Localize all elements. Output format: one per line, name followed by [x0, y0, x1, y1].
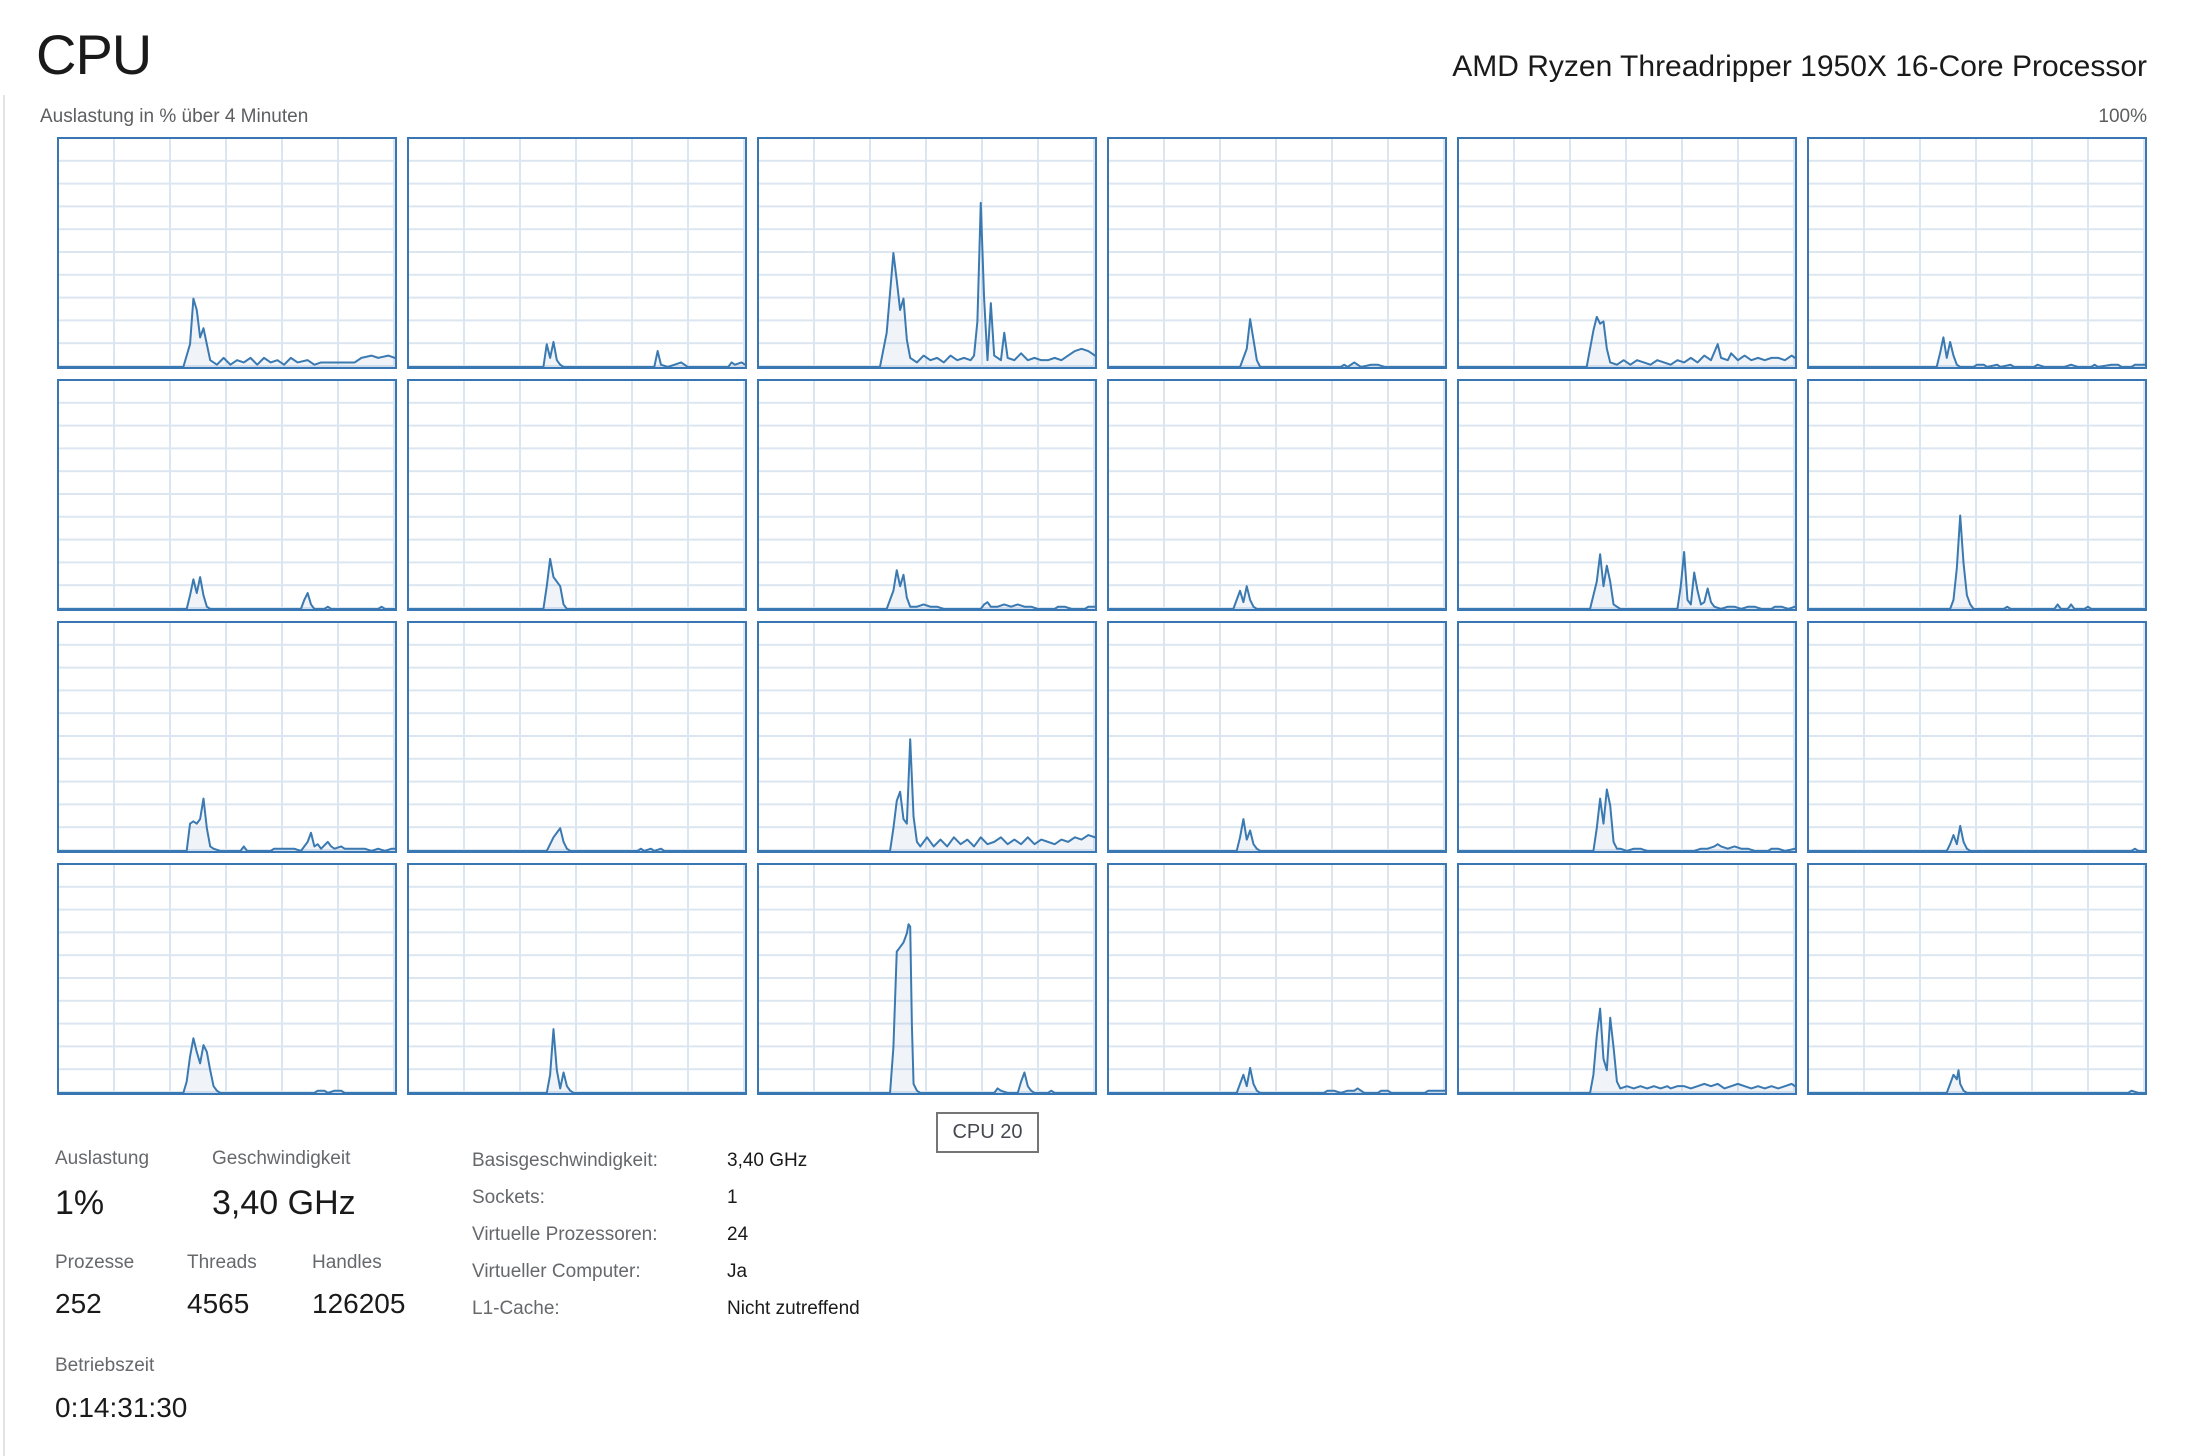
- processes-value: 252: [55, 1288, 102, 1319]
- cpu-usage-sparkline: [59, 139, 395, 367]
- cpu-core-chart[interactable]: [1807, 379, 2147, 611]
- cpu-usage-sparkline: [409, 623, 745, 851]
- speed-value: 3,40 GHz: [212, 1184, 356, 1222]
- usage-label: Auslastung: [55, 1148, 150, 1169]
- cpu-core-chart[interactable]: [407, 137, 747, 369]
- cpu-usage-sparkline: [1809, 865, 2145, 1093]
- cpu-usage-sparkline: [759, 623, 1095, 851]
- cpu-core-chart[interactable]: [1457, 137, 1797, 369]
- cpu-usage-sparkline: [1459, 865, 1795, 1093]
- cpu-usage-sparkline: [1809, 623, 2145, 851]
- cpu-usage-sparkline: [1459, 381, 1795, 609]
- cpu-core-chart[interactable]: [1107, 621, 1447, 853]
- detail-row-sockets: Sockets: 1: [472, 1187, 738, 1209]
- virtual-processors-label: Virtuelle Prozessoren:: [472, 1224, 658, 1245]
- cpu-usage-sparkline: [59, 865, 395, 1093]
- chart-caption-max-scale: 100%: [2098, 106, 2147, 127]
- detail-row-virtual-processors: Virtuelle Prozessoren: 24: [472, 1224, 748, 1246]
- cpu-usage-sparkline: [1459, 623, 1795, 851]
- l1-cache-label: L1-Cache:: [472, 1298, 560, 1319]
- cpu-usage-sparkline: [1109, 139, 1445, 367]
- cpu-core-chart[interactable]: [757, 379, 1097, 611]
- cpu-usage-sparkline: [409, 139, 745, 367]
- cpu-core-chart[interactable]: [57, 137, 397, 369]
- speed-label: Geschwindigkeit: [212, 1148, 351, 1169]
- usage-value: 1%: [55, 1184, 105, 1222]
- virtual-processors-value: 24: [727, 1224, 749, 1245]
- cpu-usage-sparkline: [1109, 381, 1445, 609]
- cpu-core-chart[interactable]: [57, 379, 397, 611]
- cpu-core-chart[interactable]: [1107, 379, 1447, 611]
- cpu-core-chart[interactable]: [1807, 863, 2147, 1095]
- cpu-core-chart[interactable]: [407, 863, 747, 1095]
- processor-name: AMD Ryzen Threadripper 1950X 16-Core Pro…: [1452, 50, 2147, 83]
- virtual-machine-label: Virtueller Computer:: [472, 1261, 641, 1282]
- cpu-core-chart[interactable]: [407, 379, 747, 611]
- cpu-usage-sparkline: [759, 139, 1095, 367]
- sockets-value: 1: [727, 1187, 738, 1208]
- cpu-usage-sparkline: [1109, 865, 1445, 1093]
- sockets-label: Sockets:: [472, 1187, 545, 1208]
- cpu-core-chart[interactable]: [57, 621, 397, 853]
- cpu-usage-sparkline: [1109, 623, 1445, 851]
- cpu-charts-grid: [57, 137, 2147, 1095]
- uptime-value: 0:14:31:30: [55, 1392, 188, 1423]
- cpu-usage-sparkline: [1809, 139, 2145, 367]
- l1-cache-value: Nicht zutreffend: [727, 1298, 860, 1319]
- cpu-core-chart[interactable]: [57, 863, 397, 1095]
- base-speed-value: 3,40 GHz: [727, 1150, 808, 1171]
- cpu-usage-sparkline: [759, 381, 1095, 609]
- cpu-usage-sparkline: [1459, 139, 1795, 367]
- cpu-core-chart[interactable]: [1107, 137, 1447, 369]
- threads-label: Threads: [187, 1252, 257, 1273]
- cpu-core-tooltip: CPU 20: [936, 1112, 1039, 1153]
- detail-row-base-speed: Basisgeschwindigkeit: 3,40 GHz: [472, 1150, 807, 1172]
- detail-row-l1-cache: L1-Cache: Nicht zutreffend: [472, 1298, 860, 1320]
- cpu-usage-sparkline: [1809, 381, 2145, 609]
- virtual-machine-value: Ja: [727, 1261, 748, 1282]
- cpu-usage-sparkline: [409, 865, 745, 1093]
- page-title: CPU: [36, 23, 152, 86]
- cpu-usage-sparkline: [59, 381, 395, 609]
- cpu-usage-sparkline: [409, 381, 745, 609]
- cpu-core-chart[interactable]: [1457, 379, 1797, 611]
- cpu-core-chart[interactable]: [757, 137, 1097, 369]
- threads-value: 4565: [187, 1288, 250, 1319]
- chart-caption-utilization: Auslastung in % über 4 Minuten: [40, 106, 309, 127]
- cpu-core-chart[interactable]: [757, 863, 1097, 1095]
- handles-value: 126205: [312, 1288, 406, 1319]
- cpu-usage-sparkline: [59, 623, 395, 851]
- cpu-core-chart[interactable]: [1457, 621, 1797, 853]
- cpu-core-chart[interactable]: [407, 621, 747, 853]
- cpu-core-chart[interactable]: [1807, 137, 2147, 369]
- detail-row-virtual-machine: Virtueller Computer: Ja: [472, 1261, 747, 1283]
- processes-label: Prozesse: [55, 1252, 135, 1273]
- cpu-core-chart[interactable]: [757, 621, 1097, 853]
- handles-label: Handles: [312, 1252, 382, 1273]
- cpu-core-chart[interactable]: [1107, 863, 1447, 1095]
- uptime-label: Betriebszeit: [55, 1355, 155, 1376]
- left-pane-divider: [3, 95, 5, 1456]
- base-speed-label: Basisgeschwindigkeit:: [472, 1150, 658, 1171]
- cpu-core-chart[interactable]: [1457, 863, 1797, 1095]
- cpu-core-chart[interactable]: [1807, 621, 2147, 853]
- cpu-usage-sparkline: [759, 865, 1095, 1093]
- cpu-core-tooltip-label: CPU 20: [952, 1121, 1023, 1143]
